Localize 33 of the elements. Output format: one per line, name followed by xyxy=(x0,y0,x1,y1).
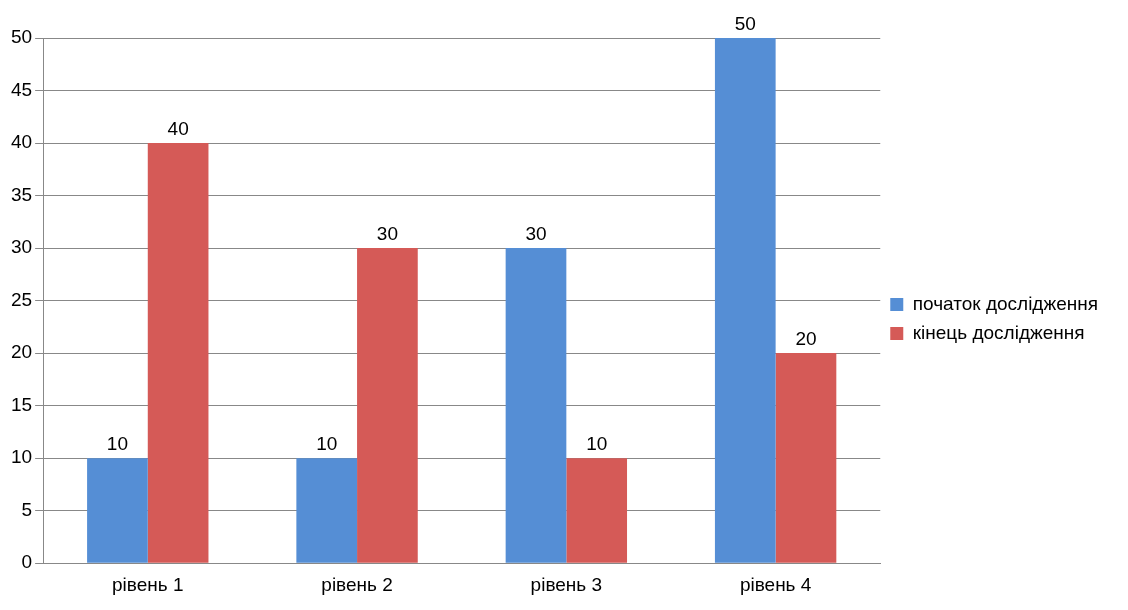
data-label: 30 xyxy=(376,222,398,244)
y-tick-label: 30 xyxy=(10,236,33,258)
bar xyxy=(147,143,209,563)
data-label: 50 xyxy=(734,12,756,34)
bar xyxy=(357,248,418,563)
legend-label: початок дослідження xyxy=(912,292,1098,314)
y-tick-label: 15 xyxy=(10,393,33,415)
x-tick-label: рівень 4 xyxy=(739,573,812,595)
y-tick-label: 40 xyxy=(10,131,33,153)
data-label: 10 xyxy=(106,432,128,454)
y-tick-label: 10 xyxy=(10,446,33,468)
y-tick-label: 5 xyxy=(21,498,33,520)
data-label: 10 xyxy=(586,432,608,454)
legend-label: кінець дослідження xyxy=(912,321,1085,343)
y-tick-label: 50 xyxy=(10,26,33,48)
bar xyxy=(296,458,358,563)
y-tick-label: 20 xyxy=(10,341,33,363)
y-tick-label: 25 xyxy=(10,288,33,310)
data-label: 10 xyxy=(316,432,338,454)
data-label: 40 xyxy=(167,117,189,139)
bar xyxy=(775,353,837,563)
y-tick-label: 0 xyxy=(21,551,33,573)
x-tick-label: рівень 3 xyxy=(530,573,603,595)
bar xyxy=(714,38,776,563)
x-tick-label: рівень 2 xyxy=(321,573,393,595)
data-label: 30 xyxy=(525,222,547,244)
bar xyxy=(566,458,628,563)
y-tick-label: 45 xyxy=(10,78,33,100)
data-label: 20 xyxy=(795,327,817,349)
x-tick-label: рівень 1 xyxy=(112,573,184,595)
bar xyxy=(87,458,148,563)
y-tick-label: 35 xyxy=(10,183,33,205)
bar xyxy=(505,248,567,563)
